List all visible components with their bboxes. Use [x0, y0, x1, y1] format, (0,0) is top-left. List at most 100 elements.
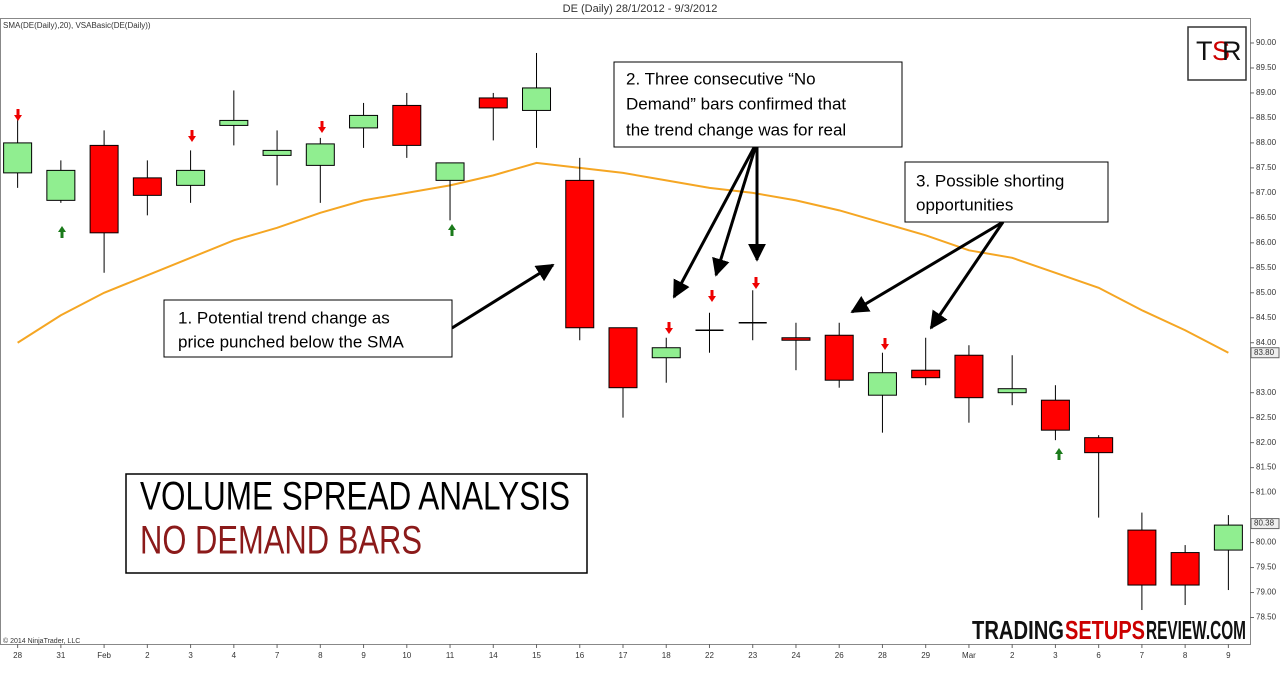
- headline-subtext: NO DEMAND BARS: [140, 519, 422, 563]
- up-arrow: [448, 224, 456, 236]
- candle-body: [997, 388, 1027, 394]
- annotation-arrows: [451, 141, 1005, 330]
- candle-body: [1127, 529, 1157, 586]
- x-tick-label: 14: [489, 651, 498, 660]
- price-label-box: [1250, 347, 1280, 359]
- down-arrow: [752, 277, 760, 289]
- x-tick-label: 17: [619, 651, 628, 660]
- logo-letter: T: [1196, 36, 1213, 66]
- down-arrow: [708, 290, 716, 302]
- sma-line: [17, 161, 1229, 354]
- annotation-text: 3. Possible shorting: [916, 171, 1064, 190]
- candle-body: [954, 354, 984, 399]
- x-tick-label: 16: [575, 651, 584, 660]
- logo-box: [1187, 26, 1247, 81]
- up-arrow: [1055, 448, 1063, 460]
- y-tick-label: 90.00: [1256, 38, 1277, 47]
- x-tick-label: 31: [56, 651, 65, 660]
- candle-body: [824, 334, 854, 381]
- y-tick-label: 88.50: [1256, 113, 1277, 122]
- y-tick-label: 78.50: [1256, 613, 1277, 622]
- plot: 90.00 89.50 89.00 88.50 88.00 87.50 87.00 86.50…: [3, 38, 1280, 660]
- x-tick-label: 8: [1183, 651, 1188, 660]
- y-tick-label: 84.50: [1256, 313, 1277, 322]
- x-tick-label: 9: [1226, 651, 1231, 660]
- x-tick-label: 2: [1010, 651, 1015, 660]
- annotation: 1. Potential trend change as price punch…: [163, 299, 453, 358]
- logo-letter: S: [1212, 36, 1230, 66]
- annotation-text: the trend change was for real: [626, 120, 846, 139]
- x-tick-label: 10: [402, 651, 411, 660]
- candle-body: [608, 327, 638, 389]
- candle-body: [1213, 524, 1243, 551]
- watermark-text: REVIEW.COM: [1146, 615, 1246, 645]
- logo: T S R: [1187, 26, 1247, 81]
- x-tick-label: 11: [446, 651, 455, 660]
- annotation-text: price punched below the SMA: [178, 332, 405, 351]
- candle-body: [176, 169, 206, 186]
- x-tick-label: 4: [232, 651, 237, 660]
- x-tick-label: Feb: [97, 651, 111, 660]
- x-tick-label: 28: [13, 651, 22, 660]
- price-label-box: [1250, 518, 1280, 530]
- y-tick-label: 88.00: [1256, 138, 1277, 147]
- y-tick-label: 86.00: [1256, 238, 1277, 247]
- candle-body: [305, 143, 335, 166]
- y-tick-label: 79.00: [1256, 588, 1277, 597]
- down-arrow: [318, 121, 326, 133]
- x-tick-label: 8: [318, 651, 323, 660]
- x-tick-label: 18: [662, 651, 671, 660]
- candle-body: [349, 114, 379, 129]
- candle-body: [565, 179, 595, 329]
- y-tick-label: 82.50: [1256, 413, 1277, 422]
- down-arrow: [14, 109, 22, 121]
- x-tick-label: 3: [188, 651, 193, 660]
- arrow: [451, 263, 555, 330]
- price-label: 80.38: [1254, 519, 1275, 528]
- y-tick-label: 80.00: [1256, 538, 1277, 547]
- down-arrow: [188, 130, 196, 142]
- annotation-text: Demand” bars confirmed that: [626, 94, 846, 113]
- y-tick-label: 82.00: [1256, 438, 1277, 447]
- candle-body: [478, 97, 508, 109]
- copyright: © 2014 NinjaTrader, LLC: [3, 637, 80, 645]
- indicator-label: SMA(DE(Daily),20), VSABasic(DE(Daily)): [3, 21, 151, 30]
- annotation-text: 1. Potential trend change as: [178, 308, 390, 327]
- y-tick-label: 86.50: [1256, 213, 1277, 222]
- candle-body: [651, 347, 681, 359]
- annotation-text: opportunities: [916, 195, 1013, 214]
- logo-letter: R: [1222, 36, 1242, 66]
- candle-body: [392, 104, 422, 146]
- y-tick-label: 85.00: [1256, 288, 1277, 297]
- y-tick-label: 81.50: [1256, 463, 1277, 472]
- arrow: [672, 141, 759, 299]
- candle-body: [3, 142, 33, 174]
- x-tick-label: 24: [792, 651, 801, 660]
- candle-body: [1040, 399, 1070, 431]
- y-tick-label: 87.50: [1256, 163, 1277, 172]
- headline: VOLUME SPREAD ANALYSIS NO DEMAND BARS: [125, 473, 588, 574]
- candle-body: [867, 372, 897, 396]
- candle-body: [262, 149, 292, 156]
- annotation: 2. Three consecutive “No Demand” bars co…: [613, 61, 903, 148]
- annotation-box: [613, 61, 903, 148]
- up-arrow: [58, 226, 66, 238]
- x-tick-label: 23: [748, 651, 757, 660]
- x-tick-label: 2: [145, 651, 150, 660]
- x-tick-label: 3: [1053, 651, 1058, 660]
- y-tick-label: 79.50: [1256, 563, 1277, 572]
- arrow: [850, 220, 1004, 314]
- annotation-box: [904, 161, 1109, 223]
- headline-text: VOLUME SPREAD ANALYSIS: [140, 475, 570, 519]
- candle-body: [1084, 437, 1114, 454]
- candle-body: [435, 162, 465, 181]
- x-tick-label: 28: [878, 651, 887, 660]
- x-tick-label: 29: [921, 651, 930, 660]
- candle-body: [89, 144, 119, 234]
- x-tick-label: 22: [705, 651, 714, 660]
- candle-body: [132, 177, 162, 196]
- watermark-text: SETUPS: [1065, 615, 1145, 645]
- watermark: TRADING SETUPS REVIEW.COM: [972, 615, 1246, 645]
